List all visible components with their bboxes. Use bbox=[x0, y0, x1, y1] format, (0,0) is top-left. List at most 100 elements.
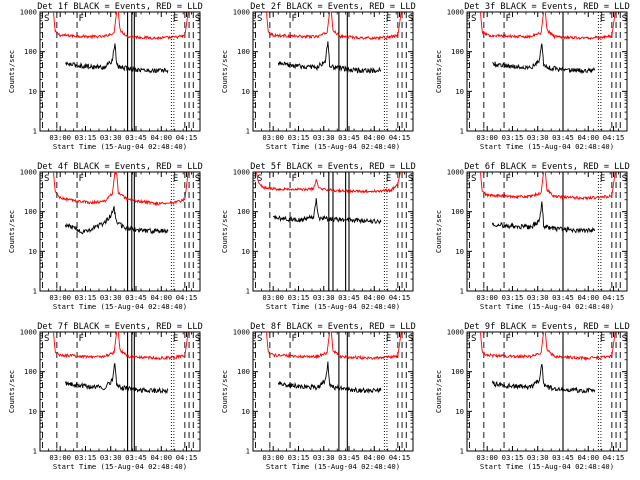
lld-rate-line bbox=[480, 171, 616, 201]
y-tick-label: 100 bbox=[24, 47, 37, 56]
marker-label-f: F bbox=[79, 14, 84, 24]
marker-label-s: S bbox=[471, 174, 476, 184]
plot-frame bbox=[252, 11, 414, 132]
y-tick-label: 10 bbox=[241, 87, 250, 96]
marker-label-s: S bbox=[408, 14, 413, 24]
panel-det-5: Det 5f BLACK = Events, RED = LLD 1 10 100 10… bbox=[220, 162, 416, 311]
x-tick-label: 03:00 bbox=[49, 293, 71, 302]
y-tick-label: 1 bbox=[33, 127, 37, 136]
plot-frame bbox=[466, 171, 628, 292]
panel-det-9: Det 9f BLACK = Events, RED = LLD 1 10 100 10… bbox=[434, 322, 630, 471]
events-rate-line bbox=[272, 198, 382, 225]
events-rate-line bbox=[277, 41, 382, 74]
x-tick-label: 03:45 bbox=[552, 293, 574, 302]
lld-rate-line bbox=[53, 11, 189, 41]
y-tick-label: 1000 bbox=[447, 8, 464, 17]
y-tick-label: 10 bbox=[28, 247, 37, 256]
panel-title: Det 3f BLACK = Events, RED = LLD bbox=[464, 2, 630, 12]
marker-label-e: E bbox=[173, 14, 178, 24]
x-tick-label: 03:30 bbox=[100, 133, 122, 142]
x-axis-label: Start Time (15-Aug-04 02:48:40) bbox=[480, 302, 614, 311]
marker-label-s: S bbox=[622, 14, 627, 24]
panel-det-3: Det 3f BLACK = Events, RED = LLD 1 10 100 10… bbox=[434, 2, 630, 151]
x-tick-label: 03:45 bbox=[338, 453, 360, 462]
y-tick-label: 1000 bbox=[233, 168, 250, 177]
x-tick-label: 04:00 bbox=[150, 453, 172, 462]
lld-rate-line bbox=[266, 331, 402, 361]
x-tick-label: 04:15 bbox=[176, 133, 198, 142]
marker-label-e: E bbox=[600, 334, 605, 344]
events-rate-line bbox=[491, 201, 596, 234]
x-tick-label: 03:30 bbox=[100, 453, 122, 462]
x-tick-label: 03:30 bbox=[313, 453, 335, 462]
y-tick-label: 1 bbox=[246, 127, 250, 136]
y-tick-label: 10 bbox=[241, 407, 250, 416]
marker-label-s: S bbox=[408, 174, 413, 184]
x-tick-label: 03:45 bbox=[338, 133, 360, 142]
panel-title: Det 1f BLACK = Events, RED = LLD bbox=[37, 2, 203, 12]
lld-rate-line bbox=[266, 11, 402, 41]
x-tick-label: 03:45 bbox=[125, 293, 147, 302]
y-tick-label: 1000 bbox=[447, 168, 464, 177]
lld-rate-line bbox=[480, 11, 616, 41]
y-tick-label: 1 bbox=[246, 287, 250, 296]
x-tick-label: 03:30 bbox=[313, 293, 335, 302]
x-tick-label: 03:00 bbox=[49, 453, 71, 462]
x-tick-label: 03:45 bbox=[552, 133, 574, 142]
y-tick-label: 100 bbox=[451, 47, 464, 56]
x-tick-label: 04:00 bbox=[363, 293, 385, 302]
marker-label-e: E bbox=[173, 174, 178, 184]
marker-label-e: E bbox=[600, 174, 605, 184]
x-tick-label: 03:45 bbox=[125, 133, 147, 142]
y-axis-label: Counts/sec bbox=[220, 370, 229, 413]
plot-frame bbox=[39, 331, 201, 452]
x-tick-label: 04:15 bbox=[389, 453, 411, 462]
x-tick-label: 04:00 bbox=[577, 453, 599, 462]
y-tick-label: 1 bbox=[246, 447, 250, 456]
y-tick-label: 1 bbox=[460, 127, 464, 136]
events-rate-line bbox=[64, 363, 169, 395]
x-tick-label: 03:45 bbox=[125, 453, 147, 462]
x-tick-label: 03:45 bbox=[552, 453, 574, 462]
y-tick-label: 100 bbox=[451, 367, 464, 376]
x-axis-label: Start Time (15-Aug-04 02:48:40) bbox=[266, 142, 400, 151]
x-tick-label: 03:00 bbox=[262, 293, 284, 302]
y-tick-label: 1000 bbox=[233, 8, 250, 17]
plot-frame bbox=[39, 11, 201, 132]
lld-rate-line bbox=[53, 171, 189, 207]
x-tick-label: 03:15 bbox=[75, 133, 97, 142]
y-tick-label: 100 bbox=[237, 367, 250, 376]
y-tick-label: 100 bbox=[24, 207, 37, 216]
x-tick-label: 03:30 bbox=[313, 133, 335, 142]
x-tick-label: 03:00 bbox=[262, 133, 284, 142]
x-tick-label: 04:15 bbox=[176, 293, 198, 302]
x-tick-label: 04:00 bbox=[577, 293, 599, 302]
marker-label-s: S bbox=[471, 334, 476, 344]
panel-title: Det 2f BLACK = Events, RED = LLD bbox=[250, 2, 416, 12]
x-tick-label: 03:15 bbox=[502, 293, 524, 302]
y-tick-label: 1000 bbox=[20, 168, 37, 177]
panel-title: Det 9f BLACK = Events, RED = LLD bbox=[464, 322, 630, 332]
marker-label-f: F bbox=[506, 334, 511, 344]
panel-title: Det 5f BLACK = Events, RED = LLD bbox=[250, 162, 416, 172]
plot-frame bbox=[466, 331, 628, 452]
y-tick-label: 10 bbox=[455, 87, 464, 96]
lld-rate-line bbox=[53, 331, 189, 361]
plot-frame bbox=[466, 11, 628, 132]
y-axis-label: Counts/sec bbox=[220, 50, 229, 93]
marker-label-e: E bbox=[386, 334, 391, 344]
y-axis-label: Counts/sec bbox=[434, 370, 443, 413]
x-tick-label: 03:15 bbox=[502, 453, 524, 462]
events-rate-line bbox=[277, 361, 382, 394]
x-tick-label: 04:00 bbox=[150, 293, 172, 302]
marker-label-s: S bbox=[195, 14, 200, 24]
marker-label-e: E bbox=[386, 14, 391, 24]
y-tick-label: 1 bbox=[33, 447, 37, 456]
panel-title: Det 6f BLACK = Events, RED = LLD bbox=[464, 162, 630, 172]
y-axis-label: Counts/sec bbox=[7, 210, 16, 253]
x-tick-label: 03:30 bbox=[527, 133, 549, 142]
panel-title: Det 7f BLACK = Events, RED = LLD bbox=[37, 322, 203, 332]
x-axis-label: Start Time (15-Aug-04 02:48:40) bbox=[53, 142, 187, 151]
marker-label-s: S bbox=[257, 14, 262, 24]
y-tick-label: 10 bbox=[241, 247, 250, 256]
